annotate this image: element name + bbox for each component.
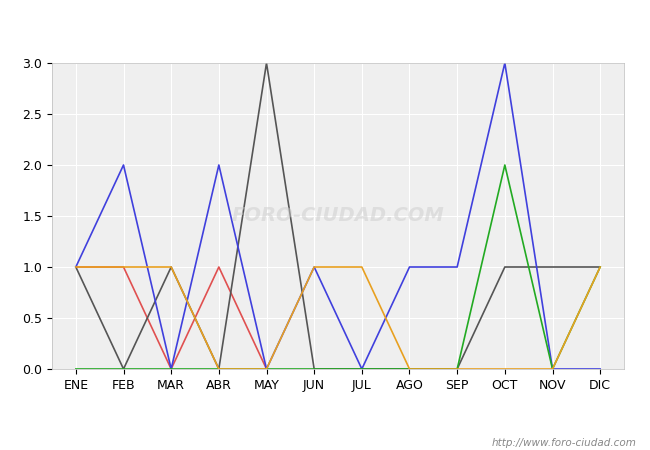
2022 [120, 162, 127, 168]
2020 [167, 264, 175, 270]
2023 [501, 264, 509, 270]
2022 [596, 366, 604, 372]
2024 [167, 366, 175, 372]
2023 [120, 366, 127, 372]
2020 [406, 366, 413, 372]
2022 [358, 366, 366, 372]
2023 [549, 264, 556, 270]
Text: http://www.foro-ciudad.com: http://www.foro-ciudad.com [492, 438, 637, 448]
2020 [120, 264, 127, 270]
2023 [167, 264, 175, 270]
2024 [263, 366, 270, 372]
Line: 2023: 2023 [76, 63, 600, 369]
2021 [406, 366, 413, 372]
2023 [215, 366, 223, 372]
2022 [263, 366, 270, 372]
2020 [215, 366, 223, 372]
2020 [358, 264, 366, 270]
2023 [453, 366, 461, 372]
2020 [72, 264, 80, 270]
2021 [263, 366, 270, 372]
Text: FORO-CIUDAD.COM: FORO-CIUDAD.COM [231, 207, 445, 225]
2023 [310, 366, 318, 372]
2023 [406, 366, 413, 372]
2023 [72, 264, 80, 270]
2021 [549, 366, 556, 372]
2021 [501, 162, 509, 168]
2024 [215, 264, 223, 270]
2022 [501, 60, 509, 66]
2022 [549, 366, 556, 372]
2021 [453, 366, 461, 372]
Line: 2024: 2024 [76, 267, 266, 369]
2020 [263, 366, 270, 372]
2022 [406, 264, 413, 270]
2021 [310, 366, 318, 372]
2021 [596, 264, 604, 270]
Line: 2022: 2022 [76, 63, 600, 369]
2022 [167, 366, 175, 372]
2021 [358, 366, 366, 372]
Line: 2020: 2020 [76, 267, 600, 369]
2020 [549, 366, 556, 372]
2024 [120, 264, 127, 270]
2021 [120, 366, 127, 372]
2022 [310, 264, 318, 270]
2020 [596, 264, 604, 270]
2022 [72, 264, 80, 270]
Line: 2021: 2021 [76, 165, 600, 369]
2020 [453, 366, 461, 372]
2022 [215, 162, 223, 168]
2023 [263, 60, 270, 66]
Text: Matriculaciones de Vehiculos en El Garrobo: Matriculaciones de Vehiculos en El Garro… [146, 23, 504, 41]
2020 [501, 366, 509, 372]
2021 [72, 366, 80, 372]
2024 [72, 264, 80, 270]
2020 [310, 264, 318, 270]
2021 [167, 366, 175, 372]
2023 [596, 264, 604, 270]
2023 [358, 366, 366, 372]
2022 [453, 264, 461, 270]
2021 [215, 366, 223, 372]
